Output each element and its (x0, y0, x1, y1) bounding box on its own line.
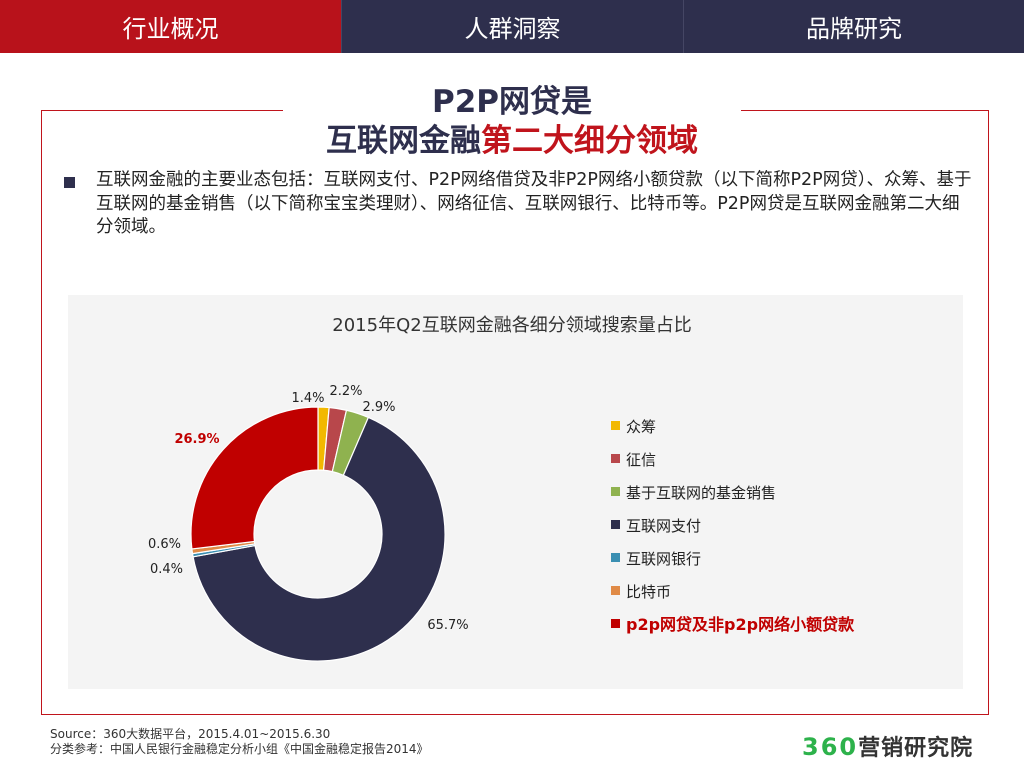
legend-swatch-4 (611, 553, 620, 562)
donut-slice-6 (190, 406, 319, 550)
source-line: Source：360大数据平台，2015.4.01~2015.6.30 (50, 727, 331, 741)
top-nav-tabs: 行业概况 人群洞察 品牌研究 (0, 0, 1024, 53)
logo-text: 营销研究院 (858, 736, 974, 761)
chart-title: 2015年Q2互联网金融各细分领域搜索量占比 (332, 315, 692, 336)
data-label-1: 2.2% (329, 384, 362, 399)
legend-label-2: 基于互联网的基金销售 (626, 484, 776, 502)
legend-swatch-0 (611, 421, 620, 430)
tab-industry-overview[interactable]: 行业概况 (0, 0, 341, 53)
legend-label-4: 互联网银行 (626, 550, 701, 568)
tab-brand-research[interactable]: 品牌研究 (683, 0, 1024, 53)
source-note: Source：360大数据平台，2015.4.01~2015.6.30 分类参考… (50, 727, 429, 757)
legend-label-3: 互联网支付 (626, 517, 701, 535)
legend-label-1: 征信 (626, 451, 656, 469)
logo-number: 360 (802, 733, 859, 761)
legend-swatch-5 (611, 586, 620, 595)
legend-label-6: p2p网贷及非p2p网络小额贷款 (626, 615, 855, 634)
page-title-line2: 互联网金融第二大细分领域 (0, 115, 1024, 160)
classification-line: 分类参考：中国人民银行金融稳定分析小组《中国金融稳定报告2014》 (50, 742, 429, 756)
data-label-4: 0.4% (150, 562, 183, 577)
page-title-line1: P2P网贷是 (431, 84, 592, 120)
bullet-square-icon (64, 177, 75, 188)
title-plain-part: 互联网金融 (326, 123, 481, 159)
brand-logo: 360营销研究院 (802, 730, 973, 762)
data-label-2: 2.9% (362, 400, 395, 415)
legend-swatch-1 (611, 454, 620, 463)
legend-swatch-3 (611, 520, 620, 529)
legend-swatch-6 (611, 619, 620, 628)
data-label-0: 1.4% (291, 391, 324, 406)
legend-swatch-2 (611, 487, 620, 496)
bullet-paragraph: 互联网金融的主要业态包括：互联网支付、P2P网络借贷及非P2P网络小额贷款（以下… (96, 170, 972, 237)
legend-label-5: 比特币 (626, 583, 671, 601)
data-label-3: 65.7% (427, 618, 468, 633)
title-background (283, 78, 741, 158)
title-highlight-part: 第二大细分领域 (481, 123, 698, 159)
donut-slice-3 (192, 416, 446, 662)
data-label-6: 26.9% (174, 432, 219, 447)
data-label-5: 0.6% (148, 537, 181, 552)
tab-audience-insight[interactable]: 人群洞察 (341, 0, 683, 53)
legend-label-0: 众筹 (626, 418, 656, 436)
